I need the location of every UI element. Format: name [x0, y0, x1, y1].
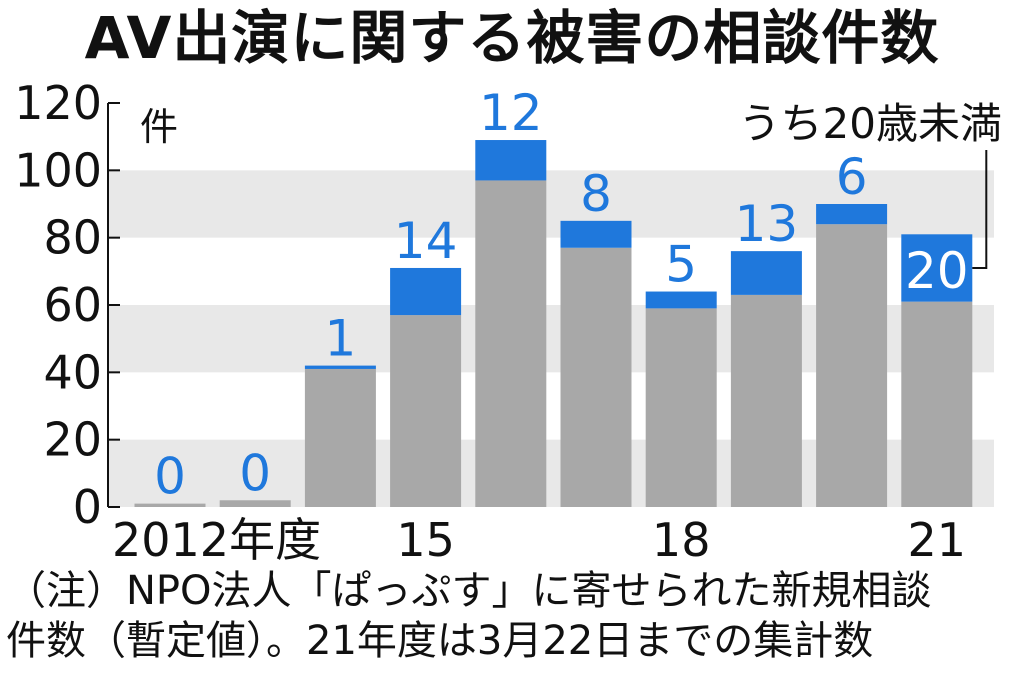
bar-total-base — [475, 180, 547, 507]
data-label: 14 — [394, 212, 458, 270]
x-tick-label: 21 — [908, 513, 967, 566]
data-label: 20 — [905, 242, 969, 300]
footnote-line-2: 件数（暫定値）。21年度は3月22日までの集計数 — [6, 618, 874, 664]
bar-total-base — [901, 301, 973, 507]
bar-under20 — [560, 220, 632, 248]
data-label: 12 — [479, 84, 543, 142]
bar-under20 — [645, 291, 717, 309]
y-axis-label: 件 — [140, 105, 178, 149]
bar-under20 — [901, 234, 973, 302]
x-axis-ticks: 2012年度 15 18 21 — [112, 513, 966, 566]
x-tick-label: 2012年度 — [112, 513, 321, 566]
x-tick-label: 18 — [652, 513, 711, 566]
bar-total-base — [390, 315, 462, 507]
bar-under20 — [816, 204, 888, 225]
legend-label: うち20歳未満 — [739, 99, 1002, 148]
bars — [134, 140, 973, 507]
footnote: （注）NPO法人「ぱっぷす」に寄せられた新規相談 件数（暫定値）。21年度は3月… — [6, 566, 932, 666]
bar-total-base — [560, 247, 632, 507]
bar-total-base — [304, 368, 376, 507]
bar-total-base — [219, 500, 291, 507]
bar-under20 — [390, 267, 462, 316]
bar-total-base — [730, 294, 802, 507]
y-tick-label: 0 — [73, 480, 102, 534]
data-label: 6 — [836, 148, 868, 206]
legend: うち20歳未満 — [739, 99, 1002, 269]
data-labels: 0 0 1 14 12 85 13 6 20 — [154, 84, 969, 506]
x-tick-label: 15 — [396, 513, 455, 566]
bar-total-base — [645, 308, 717, 507]
bar-under20 — [730, 251, 802, 295]
chart-title: AV出演に関する被害の相談件数 — [84, 4, 940, 72]
y-tick-label: 80 — [43, 211, 102, 265]
data-label: 0 — [154, 448, 186, 506]
y-tick-label: 60 — [43, 278, 102, 332]
y-tick-label: 20 — [43, 413, 102, 467]
data-label: 1 — [324, 310, 356, 368]
footnote-line-1: （注）NPO法人「ぱっぷす」に寄せられた新規相談 — [6, 568, 932, 614]
data-label: 5 — [665, 236, 697, 294]
bar-total-base — [134, 503, 206, 507]
bar-under20 — [304, 365, 376, 369]
bar-under20 — [475, 140, 547, 181]
data-label: 13 — [735, 195, 799, 253]
data-label: 8 — [580, 165, 612, 223]
y-tick-label: 100 — [14, 143, 102, 197]
y-tick-label: 40 — [43, 345, 102, 399]
y-tick-label: 120 — [14, 76, 102, 130]
legend-leader-line — [972, 150, 988, 269]
data-label: 0 — [239, 444, 271, 502]
y-axis-ticks: 0 20 40 60 80 100 120 — [14, 76, 120, 534]
bar-total-base — [816, 224, 888, 507]
